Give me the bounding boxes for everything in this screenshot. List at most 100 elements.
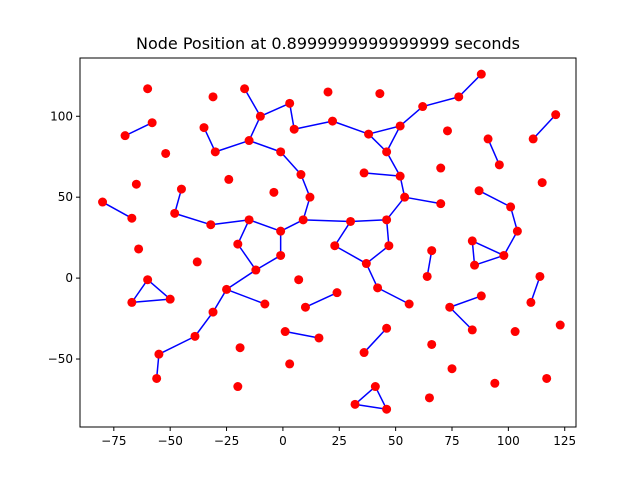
node-29 bbox=[176, 184, 186, 194]
node-51 bbox=[384, 241, 394, 251]
node-72 bbox=[154, 349, 164, 359]
edge-65 bbox=[354, 403, 387, 410]
edge-31 bbox=[377, 287, 410, 305]
node-76 bbox=[233, 382, 243, 392]
node-60 bbox=[470, 260, 480, 270]
edge-41 bbox=[174, 212, 211, 226]
node-49 bbox=[436, 199, 446, 209]
x-tick-label: 50 bbox=[388, 434, 403, 448]
edge-57 bbox=[147, 279, 171, 300]
node-37 bbox=[251, 265, 261, 275]
node-88 bbox=[476, 291, 486, 301]
node-14 bbox=[276, 147, 286, 157]
node-6 bbox=[285, 98, 295, 108]
edge-35 bbox=[474, 254, 505, 266]
edge-63 bbox=[530, 276, 541, 303]
node-3 bbox=[375, 89, 385, 99]
node-91 bbox=[510, 327, 520, 337]
edge-24 bbox=[404, 196, 441, 205]
x-tick-label: 100 bbox=[497, 434, 520, 448]
node-65 bbox=[192, 257, 202, 267]
node-83 bbox=[359, 348, 369, 358]
node-0 bbox=[143, 84, 153, 94]
node-25 bbox=[551, 110, 561, 120]
node-28 bbox=[131, 179, 141, 189]
y-tick-label: 50 bbox=[58, 190, 73, 204]
node-48 bbox=[400, 192, 410, 202]
chart-title: Node Position at 0.8999999999999999 seco… bbox=[136, 34, 520, 53]
edge-8 bbox=[399, 105, 424, 127]
node-30 bbox=[224, 174, 234, 184]
node-96 bbox=[370, 382, 380, 392]
node-layer bbox=[98, 69, 565, 414]
node-13 bbox=[289, 124, 299, 134]
node-80 bbox=[332, 288, 342, 298]
edge-34 bbox=[503, 230, 519, 256]
edge-10 bbox=[458, 73, 482, 98]
y-tick-label: −50 bbox=[48, 352, 73, 366]
node-22 bbox=[483, 134, 493, 144]
node-17 bbox=[395, 121, 405, 131]
y-tick-label: 0 bbox=[65, 271, 73, 285]
node-36 bbox=[233, 239, 243, 249]
node-97 bbox=[350, 399, 360, 409]
edge-42 bbox=[210, 219, 250, 226]
edge-4 bbox=[248, 139, 281, 153]
node-69 bbox=[222, 284, 232, 294]
x-tick-label: −75 bbox=[101, 434, 126, 448]
edge-5 bbox=[294, 120, 333, 130]
edge-67 bbox=[532, 114, 557, 140]
y-tick-label: 100 bbox=[50, 109, 73, 123]
node-81 bbox=[280, 327, 290, 337]
edge-58 bbox=[305, 291, 338, 308]
x-tick-label: 75 bbox=[444, 434, 459, 448]
edge-59 bbox=[285, 330, 320, 339]
node-73 bbox=[152, 373, 162, 383]
node-85 bbox=[427, 339, 437, 349]
edge-29 bbox=[334, 221, 352, 247]
node-5 bbox=[255, 111, 265, 121]
node-45 bbox=[359, 168, 369, 178]
node-78 bbox=[294, 275, 304, 285]
edge-68 bbox=[487, 138, 501, 166]
edge-46 bbox=[255, 254, 282, 271]
node-21 bbox=[442, 126, 452, 136]
edge-1 bbox=[260, 102, 290, 117]
edge-7 bbox=[368, 125, 401, 135]
node-68 bbox=[165, 294, 175, 304]
plot-frame bbox=[79, 57, 577, 428]
node-94 bbox=[555, 320, 565, 330]
node-16 bbox=[364, 129, 374, 139]
x-axis: −75 −50 −25 0 25 50 75 100 125 bbox=[101, 427, 576, 448]
node-63 bbox=[422, 271, 432, 281]
node-27 bbox=[436, 163, 446, 173]
node-33 bbox=[170, 208, 180, 218]
node-42 bbox=[305, 192, 315, 202]
node-10 bbox=[199, 123, 209, 133]
node-40 bbox=[269, 187, 279, 197]
edge-layer bbox=[102, 73, 557, 410]
edge-18 bbox=[350, 219, 387, 223]
node-15 bbox=[328, 116, 338, 126]
edge-27 bbox=[365, 245, 390, 265]
node-43 bbox=[298, 215, 308, 225]
edge-17 bbox=[303, 219, 351, 223]
node-71 bbox=[190, 331, 200, 341]
node-23 bbox=[494, 160, 504, 170]
edge-9 bbox=[422, 96, 459, 108]
node-93 bbox=[535, 271, 545, 281]
node-87 bbox=[445, 302, 455, 312]
node-99 bbox=[424, 393, 434, 403]
edge-50 bbox=[226, 288, 266, 305]
edge-0 bbox=[243, 88, 262, 117]
node-11 bbox=[210, 147, 220, 157]
node-59 bbox=[499, 250, 509, 260]
node-62 bbox=[427, 246, 437, 256]
edge-62 bbox=[449, 306, 473, 331]
node-70 bbox=[208, 307, 218, 317]
edge-52 bbox=[194, 311, 214, 337]
node-50 bbox=[382, 215, 392, 225]
node-53 bbox=[361, 259, 371, 269]
node-4 bbox=[240, 84, 250, 94]
